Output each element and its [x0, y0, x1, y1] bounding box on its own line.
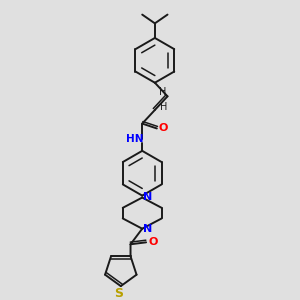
- Text: O: O: [159, 124, 168, 134]
- Text: H: H: [160, 102, 167, 112]
- Text: S: S: [114, 287, 123, 300]
- Text: H: H: [159, 88, 166, 98]
- Text: N: N: [143, 224, 153, 234]
- Text: N: N: [143, 192, 153, 202]
- Text: O: O: [148, 237, 158, 247]
- Text: HN: HN: [126, 134, 143, 144]
